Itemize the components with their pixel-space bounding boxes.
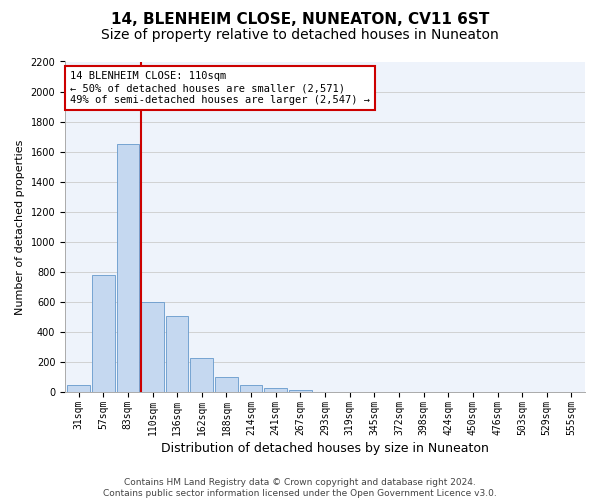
Bar bbox=[265, 388, 287, 392]
Bar bbox=[141, 302, 164, 392]
Bar bbox=[92, 275, 115, 392]
Bar bbox=[215, 377, 238, 392]
Bar bbox=[289, 390, 312, 392]
Text: Contains HM Land Registry data © Crown copyright and database right 2024.
Contai: Contains HM Land Registry data © Crown c… bbox=[103, 478, 497, 498]
X-axis label: Distribution of detached houses by size in Nuneaton: Distribution of detached houses by size … bbox=[161, 442, 489, 455]
Text: Size of property relative to detached houses in Nuneaton: Size of property relative to detached ho… bbox=[101, 28, 499, 42]
Bar bbox=[166, 316, 188, 392]
Bar bbox=[240, 384, 262, 392]
Text: 14, BLENHEIM CLOSE, NUNEATON, CV11 6ST: 14, BLENHEIM CLOSE, NUNEATON, CV11 6ST bbox=[111, 12, 489, 28]
Bar bbox=[67, 384, 90, 392]
Text: 14 BLENHEIM CLOSE: 110sqm
← 50% of detached houses are smaller (2,571)
49% of se: 14 BLENHEIM CLOSE: 110sqm ← 50% of detac… bbox=[70, 72, 370, 104]
Bar bbox=[190, 358, 213, 392]
Bar bbox=[116, 144, 139, 392]
Y-axis label: Number of detached properties: Number of detached properties bbox=[15, 139, 25, 314]
